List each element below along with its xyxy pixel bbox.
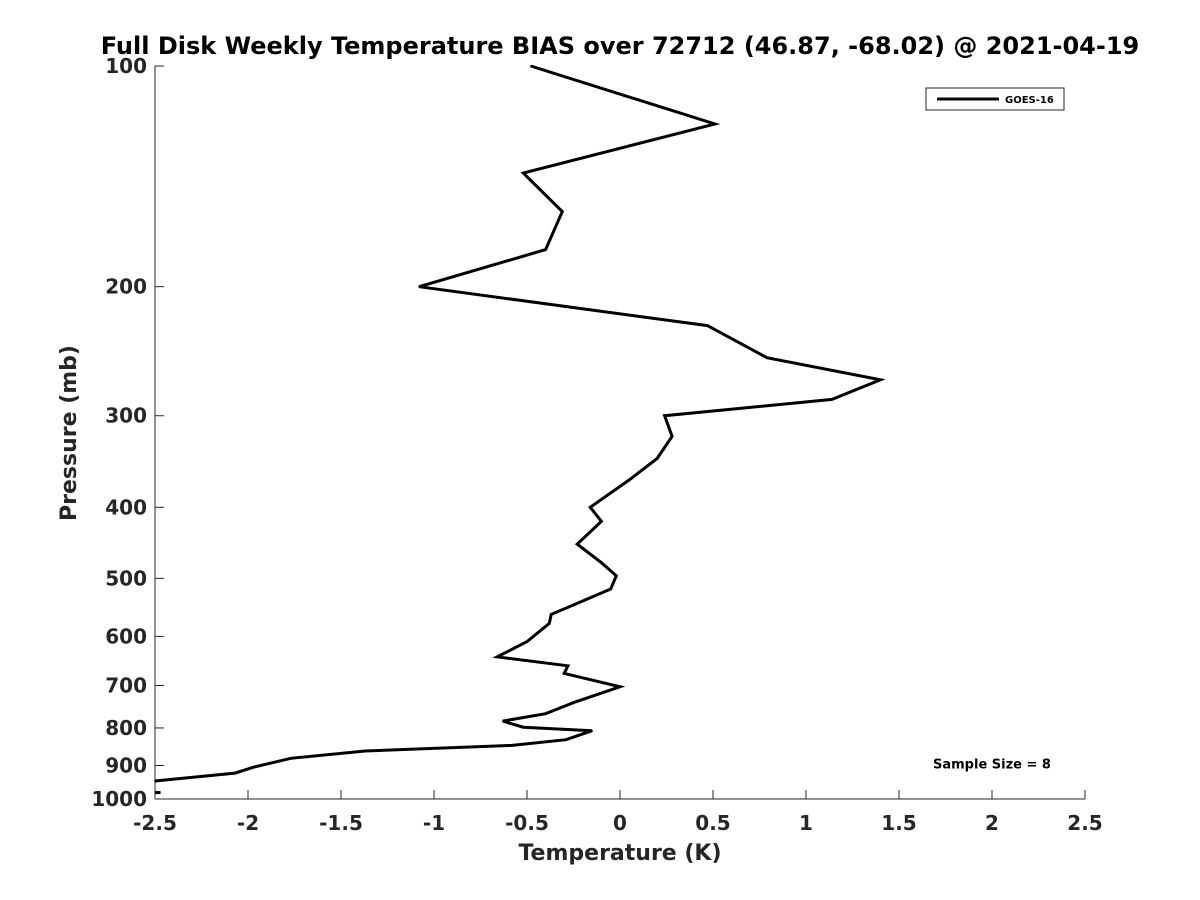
x-tick-label: -2 xyxy=(237,811,259,835)
y-tick-label: 700 xyxy=(105,673,147,697)
series-point xyxy=(619,686,621,688)
series-line-goes16 xyxy=(154,65,886,783)
series-point xyxy=(154,780,156,782)
legend-entry-label: GOES-16 xyxy=(1005,95,1054,106)
series-point xyxy=(252,766,255,769)
series-point xyxy=(589,506,592,509)
plot-area: -2.5 -2 -1.5 -1 -0.5 0 0.5 1 1.5 2 2.5 100 200 300 400… xyxy=(91,54,1102,835)
series-point xyxy=(671,435,673,438)
series-point xyxy=(706,324,709,327)
series-point xyxy=(548,622,551,625)
series-group xyxy=(154,65,886,795)
series-point xyxy=(544,712,547,715)
series-point xyxy=(544,248,547,251)
series-point xyxy=(576,543,579,545)
x-tick-label: -0.5 xyxy=(505,811,549,835)
series-point xyxy=(522,726,525,728)
y-tick-label: 900 xyxy=(105,753,147,777)
chart-title: Full Disk Weekly Temperature BIAS over 7… xyxy=(101,32,1140,60)
x-tick-label: -1.5 xyxy=(319,811,363,835)
series-point xyxy=(600,561,603,564)
y-tick-label: 500 xyxy=(105,566,147,590)
series-point xyxy=(289,757,292,760)
series-point xyxy=(591,729,593,732)
x-tick-label: 0 xyxy=(613,811,627,835)
series-point xyxy=(563,672,565,675)
series-point xyxy=(526,640,528,643)
series-point xyxy=(502,720,504,722)
series-point xyxy=(522,172,525,174)
series-point xyxy=(418,285,420,288)
x-tick-label: 0.5 xyxy=(695,811,730,835)
y-tick-label: 300 xyxy=(105,404,147,428)
series-point xyxy=(600,520,603,523)
series-point xyxy=(529,65,532,67)
series-point xyxy=(567,664,569,667)
y-tick-label: 1000 xyxy=(91,787,147,811)
series-point xyxy=(714,123,716,125)
series-point xyxy=(565,738,567,741)
y-tick-label: 400 xyxy=(105,495,147,519)
series-point xyxy=(831,398,833,401)
series-point xyxy=(511,744,513,747)
x-tick-label: -1 xyxy=(423,811,445,835)
y-axis-label: Pressure (mb) xyxy=(57,345,82,521)
series-point xyxy=(766,356,768,359)
y-tick-label: 800 xyxy=(105,716,147,740)
series-point xyxy=(561,210,564,213)
series-point xyxy=(570,604,573,607)
series-point xyxy=(615,574,618,577)
x-tick-label: 2.5 xyxy=(1067,811,1102,835)
series-point xyxy=(574,701,577,703)
y-tick-label: 600 xyxy=(105,624,147,648)
series-point xyxy=(234,772,236,774)
legend: GOES-16 xyxy=(925,87,1065,111)
series-point xyxy=(656,457,658,460)
x-tick-label: -2.5 xyxy=(133,811,177,835)
series-point xyxy=(628,479,631,481)
series-point xyxy=(609,588,612,590)
x-tick-label: 1.5 xyxy=(881,811,916,835)
x-tick-label: 1 xyxy=(799,811,813,835)
series-point xyxy=(663,414,666,417)
x-tick-label: 2 xyxy=(985,811,999,835)
series-point xyxy=(550,613,552,616)
series-point xyxy=(496,656,499,658)
series-point xyxy=(879,379,882,381)
y-tick-label: 100 xyxy=(105,54,147,78)
x-axis-label: Temperature (K) xyxy=(518,841,721,866)
series-point xyxy=(364,750,366,752)
sample-size-annotation: Sample Size = 8 xyxy=(933,757,1051,772)
y-tick-label: 200 xyxy=(105,275,147,299)
